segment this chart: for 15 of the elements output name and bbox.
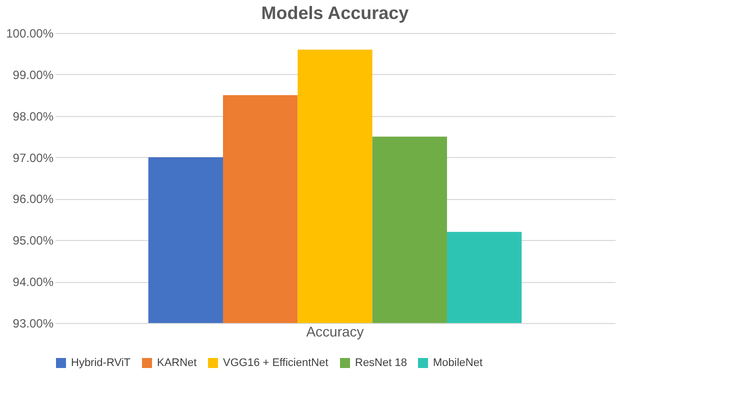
y-tick-label: 95.00%	[12, 234, 54, 248]
y-tick-label: 97.00%	[12, 150, 54, 165]
y-tick-label: 99.00%	[12, 68, 54, 82]
x-tick-label: Accuracy	[306, 324, 364, 340]
y-tick-label: 96.00%	[12, 192, 54, 206]
y-tick-label: 100.00%	[6, 26, 54, 40]
legend-label: KARNet	[157, 357, 197, 369]
legend-label: VGG16 + EfficientNet	[223, 357, 328, 369]
legend-label: ResNet 18	[355, 357, 407, 369]
legend-label: MobileNet	[433, 357, 483, 369]
y-tick-label: 94.00%	[12, 275, 54, 290]
y-tick-label: 93.00%	[12, 316, 54, 330]
y-tick-label: 98.00%	[12, 109, 54, 124]
chart-title: Models Accuracy	[261, 3, 409, 23]
legend-label: Hybrid-RViT	[71, 357, 131, 369]
